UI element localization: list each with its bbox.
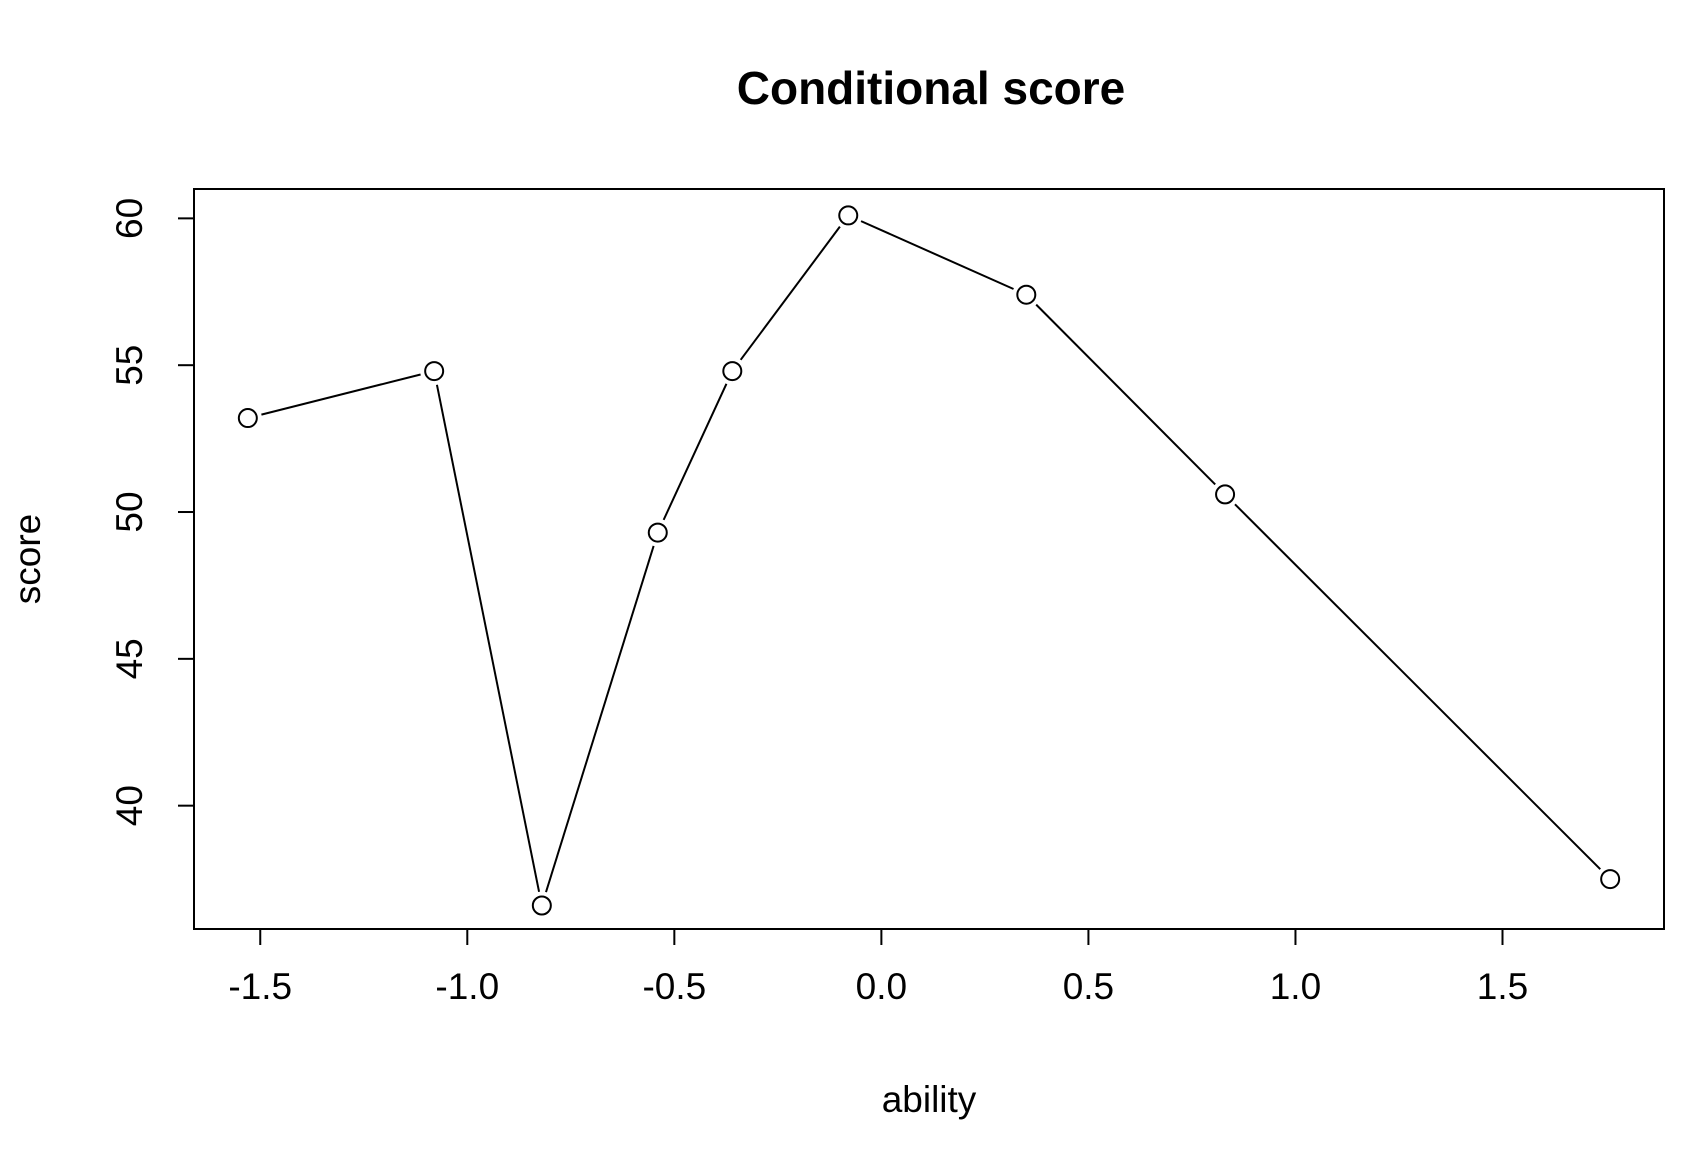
data-point bbox=[531, 895, 552, 916]
x-tick-label: -1.5 bbox=[228, 966, 292, 1007]
chart-title: Conditional score bbox=[737, 62, 1125, 114]
data-point bbox=[1016, 284, 1037, 305]
x-tick-label: 1.5 bbox=[1477, 966, 1528, 1007]
y-tick-label: 40 bbox=[109, 785, 150, 826]
x-axis-label: ability bbox=[882, 1079, 977, 1120]
plot-frame bbox=[193, 188, 1665, 930]
x-tick-label: -1.0 bbox=[435, 966, 499, 1007]
y-tick-label: 55 bbox=[109, 345, 150, 386]
y-axis: 40 45 50 55 60 bbox=[109, 198, 194, 826]
data-point bbox=[1215, 484, 1236, 505]
data-point bbox=[722, 361, 743, 382]
series-line-segment bbox=[435, 384, 541, 892]
series-line-segment bbox=[739, 226, 841, 361]
series-line-segment bbox=[545, 545, 655, 893]
x-tick-label: 1.0 bbox=[1270, 966, 1321, 1007]
data-point bbox=[647, 522, 668, 543]
series-line-segment bbox=[1035, 303, 1216, 486]
series-line-segment bbox=[1234, 503, 1601, 870]
y-axis-label: score bbox=[7, 514, 48, 604]
series-line-segment bbox=[860, 220, 1014, 290]
y-tick-label: 60 bbox=[109, 198, 150, 239]
x-axis: -1.5 -1.0 -0.5 0.0 0.5 1.0 1.5 bbox=[228, 929, 1528, 1007]
data-point bbox=[237, 408, 258, 429]
data-point bbox=[424, 361, 445, 382]
y-tick-label: 45 bbox=[109, 638, 150, 679]
data-point bbox=[1600, 869, 1621, 890]
data-point bbox=[838, 205, 859, 226]
series-line-segment bbox=[261, 373, 421, 416]
x-tick-label: 0.0 bbox=[856, 966, 907, 1007]
x-tick-label: -0.5 bbox=[642, 966, 706, 1007]
y-tick-label: 50 bbox=[109, 491, 150, 532]
series-layer bbox=[237, 205, 1621, 916]
series-line-segment bbox=[662, 383, 728, 521]
x-tick-label: 0.5 bbox=[1063, 966, 1114, 1007]
